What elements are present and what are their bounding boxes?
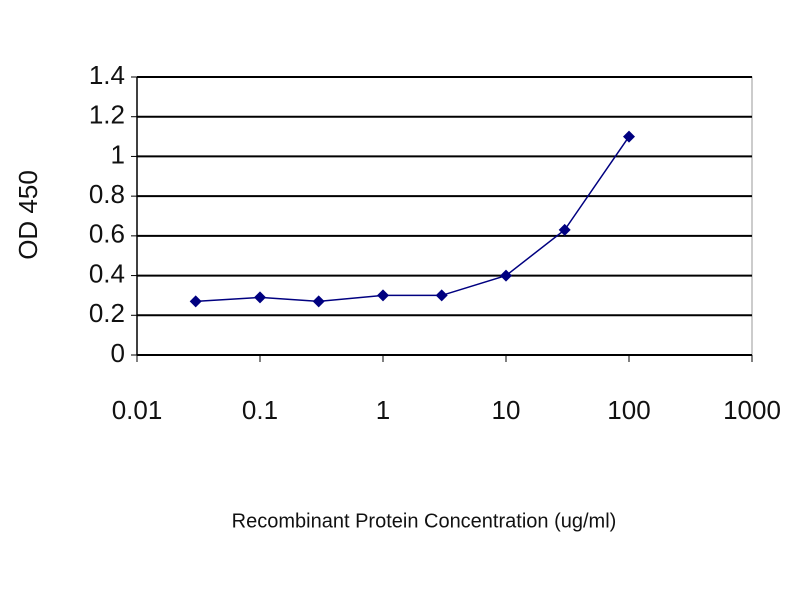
x-tick-label: 0.1	[242, 395, 278, 425]
data-point	[623, 130, 635, 143]
y-tick-label: 0.6	[89, 219, 125, 249]
y-tick-label: 0.4	[89, 258, 125, 288]
x-tick-label: 1	[376, 395, 390, 425]
data-point	[435, 289, 448, 302]
y-axis-label: OD 450	[13, 170, 43, 260]
data-point	[377, 289, 389, 302]
x-tick-label: 100	[607, 395, 650, 425]
data-point	[558, 223, 571, 236]
y-tick-label: 1	[111, 139, 125, 169]
y-tick-label: 1.2	[89, 100, 125, 130]
y-tick-label: 0	[111, 338, 125, 368]
data-point	[254, 291, 266, 304]
x-tick-label: 10	[492, 395, 521, 425]
data-point	[312, 295, 325, 308]
y-tick-label: 0.2	[89, 298, 125, 328]
y-tick-label: 0.8	[89, 179, 125, 209]
data-point	[189, 295, 202, 308]
x-axis-label: Recombinant Protein Concentration (ug/ml…	[232, 510, 617, 532]
data-point	[500, 269, 512, 282]
x-tick-label: 0.01	[112, 395, 163, 425]
data-line	[195, 136, 630, 303]
plot-area	[136, 76, 753, 356]
x-tick-label: 1000	[723, 395, 781, 425]
y-tick-label: 1.4	[89, 60, 125, 90]
